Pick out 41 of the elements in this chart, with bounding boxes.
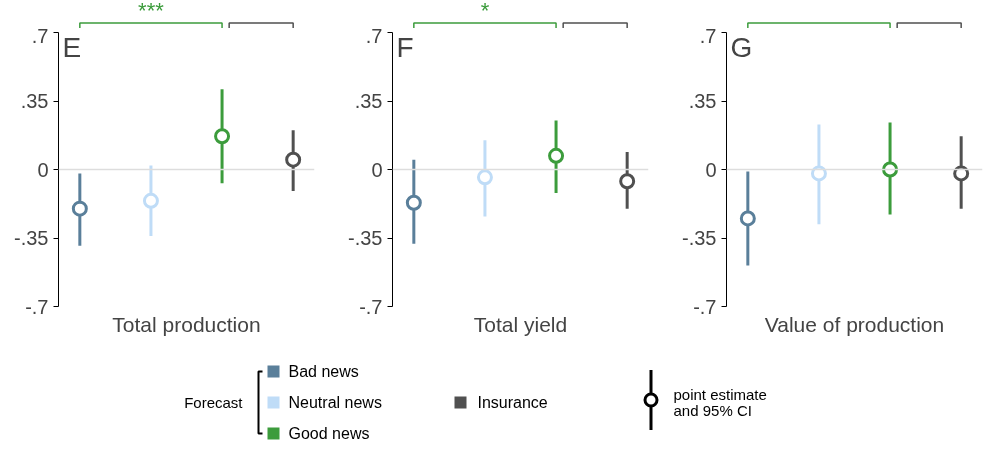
point [142, 192, 159, 209]
point [214, 128, 231, 145]
point [810, 165, 827, 182]
legend-label: Insurance [477, 394, 548, 411]
point [619, 173, 636, 190]
y-tick-label: 0 [371, 158, 383, 181]
y-tick-label: .7 [699, 24, 717, 47]
legend-label: Bad news [288, 363, 359, 380]
y-tick-label: -.35 [14, 227, 49, 249]
chart-title: G [730, 31, 753, 63]
x-axis-title: Total production [112, 312, 261, 336]
chart-title: F [396, 31, 414, 63]
y-tick-label: .35 [20, 90, 49, 112]
legend-label: Good news [288, 425, 370, 442]
y-tick-label: -.7 [359, 295, 383, 318]
text: * [480, 0, 490, 23]
y-tick-label: .35 [354, 90, 383, 112]
y-tick-label: .35 [688, 90, 717, 112]
point [285, 151, 302, 168]
point [882, 161, 899, 178]
chart-title: E [62, 31, 82, 63]
y-tick-label: .7 [365, 24, 383, 47]
point [476, 169, 493, 186]
text: *** [138, 0, 165, 23]
y-tick-label: -.35 [682, 227, 717, 249]
legend-title: Forecast [184, 394, 244, 411]
x-axis-title: Total yield [473, 312, 568, 336]
y-tick-label: -.35 [348, 227, 383, 249]
point [739, 210, 756, 227]
y-tick-label: -.7 [25, 295, 49, 318]
point [953, 165, 970, 182]
y-tick-label: .7 [31, 24, 49, 47]
y-tick-label: 0 [705, 158, 717, 181]
legend-label: Neutral news [288, 394, 382, 411]
point [405, 194, 422, 211]
point [71, 200, 88, 217]
point [548, 147, 565, 164]
y-tick-label: -.7 [693, 295, 717, 318]
x-axis-title: Value of production [764, 312, 945, 336]
y-tick-label: 0 [37, 158, 49, 181]
text: point estimate and 95% CI [673, 385, 767, 420]
